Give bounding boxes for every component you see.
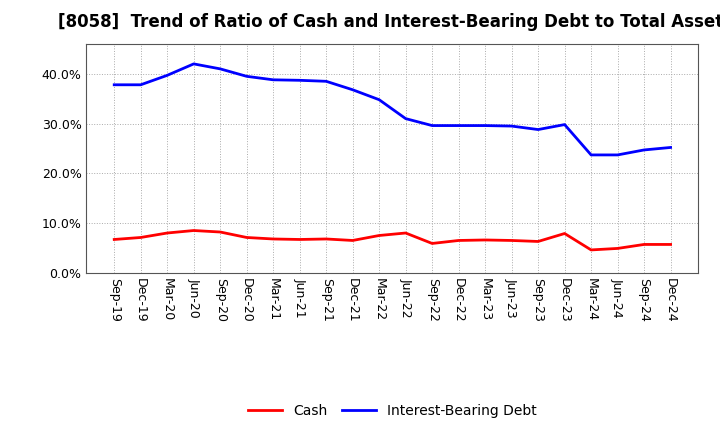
- Cash: [295, 237, 304, 242]
- Interest-Bearing Debt: [534, 127, 542, 132]
- Text: [8058]  Trend of Ratio of Cash and Interest-Bearing Debt to Total Assets: [8058] Trend of Ratio of Cash and Intere…: [58, 13, 720, 31]
- Interest-Bearing Debt: [163, 73, 171, 78]
- Cash: [428, 241, 436, 246]
- Cash: [508, 238, 516, 243]
- Cash: [401, 231, 410, 236]
- Cash: [348, 238, 357, 243]
- Cash: [640, 242, 649, 247]
- Cash: [534, 239, 542, 244]
- Cash: [322, 236, 330, 242]
- Interest-Bearing Debt: [587, 152, 595, 158]
- Interest-Bearing Debt: [454, 123, 463, 128]
- Interest-Bearing Debt: [613, 152, 622, 158]
- Cash: [481, 237, 490, 242]
- Cash: [216, 229, 225, 235]
- Cash: [375, 233, 384, 238]
- Cash: [269, 236, 277, 242]
- Cash: [163, 231, 171, 236]
- Interest-Bearing Debt: [110, 82, 119, 88]
- Cash: [110, 237, 119, 242]
- Interest-Bearing Debt: [375, 97, 384, 103]
- Cash: [136, 235, 145, 240]
- Legend: Cash, Interest-Bearing Debt: Cash, Interest-Bearing Debt: [242, 399, 543, 424]
- Interest-Bearing Debt: [189, 61, 198, 66]
- Interest-Bearing Debt: [640, 147, 649, 153]
- Interest-Bearing Debt: [560, 122, 569, 127]
- Interest-Bearing Debt: [322, 79, 330, 84]
- Interest-Bearing Debt: [666, 145, 675, 150]
- Interest-Bearing Debt: [508, 124, 516, 129]
- Interest-Bearing Debt: [269, 77, 277, 82]
- Interest-Bearing Debt: [216, 66, 225, 72]
- Interest-Bearing Debt: [401, 116, 410, 121]
- Interest-Bearing Debt: [348, 87, 357, 92]
- Cash: [454, 238, 463, 243]
- Cash: [560, 231, 569, 236]
- Cash: [243, 235, 251, 240]
- Interest-Bearing Debt: [136, 82, 145, 88]
- Interest-Bearing Debt: [243, 73, 251, 79]
- Interest-Bearing Debt: [428, 123, 436, 128]
- Cash: [613, 246, 622, 251]
- Interest-Bearing Debt: [295, 78, 304, 83]
- Cash: [666, 242, 675, 247]
- Interest-Bearing Debt: [481, 123, 490, 128]
- Cash: [189, 228, 198, 233]
- Cash: [587, 247, 595, 253]
- Line: Cash: Cash: [114, 231, 670, 250]
- Line: Interest-Bearing Debt: Interest-Bearing Debt: [114, 64, 670, 155]
